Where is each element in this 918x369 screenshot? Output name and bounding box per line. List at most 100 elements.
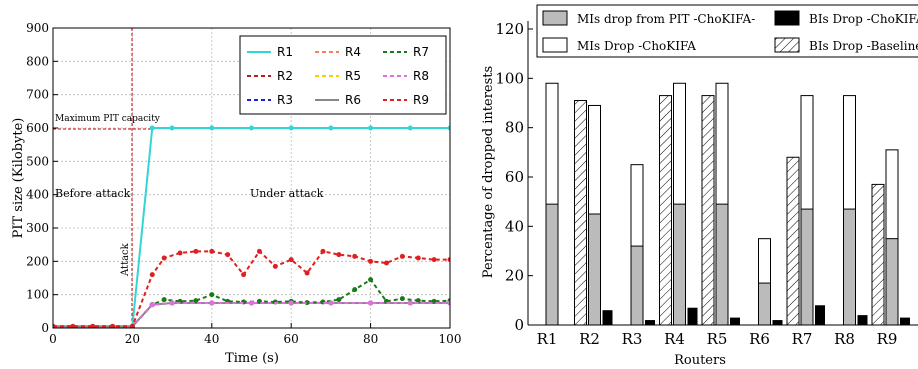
before-attack-label: Before attack bbox=[55, 187, 131, 200]
data-point-r7 bbox=[352, 287, 358, 293]
series-line-r5 bbox=[53, 302, 450, 328]
bar-mis-drop-from-pit bbox=[800, 208, 814, 326]
bar-mis-drop-from-pit bbox=[843, 208, 856, 326]
y-axis-label: Percentage of dropped interests bbox=[481, 66, 496, 278]
series-line-r9 bbox=[53, 249, 450, 328]
bar-bis-drop-chokifa bbox=[900, 317, 910, 325]
legend-swatch bbox=[774, 10, 800, 26]
data-point-r7 bbox=[431, 298, 437, 304]
y-tick-label: 100 bbox=[495, 69, 524, 87]
pit-size-chart: 0 20 40 60 80 100 0 100 200 300 400 500 600 700 800 900… bbox=[11, 21, 461, 366]
data-point-r8 bbox=[249, 300, 254, 306]
bars: R1 R2 R3 R4 R5 R6 R7 R8 R9 bbox=[537, 82, 910, 348]
series-line-r6 bbox=[53, 302, 450, 328]
data-point-r9 bbox=[447, 257, 450, 263]
x-tick-label: R7 bbox=[792, 330, 813, 348]
data-point-r1 bbox=[169, 125, 175, 131]
dropped-interests-chart: 0 20 40 60 80 100 120 R1 R2 R3 R4 R5 R6 R7 R8 R9 Route… bbox=[481, 4, 918, 368]
x-tick-label: 80 bbox=[363, 332, 378, 346]
x-tick-label: 60 bbox=[284, 332, 299, 346]
data-point-r1 bbox=[288, 125, 294, 131]
y-tick-label: 60 bbox=[505, 168, 524, 186]
legend-label: BIs Drop -Baseline bbox=[809, 39, 918, 53]
legend-label-r9: R9 bbox=[413, 93, 429, 107]
data-point-r9 bbox=[225, 252, 231, 258]
data-point-r9 bbox=[288, 257, 294, 263]
x-tick-label: R8 bbox=[834, 330, 855, 348]
x-tick-label: R3 bbox=[622, 330, 643, 348]
x-tick-label: 0 bbox=[49, 332, 57, 346]
bar-bis-drop-chokifa bbox=[730, 317, 740, 325]
bar-bis-drop-chokifa bbox=[857, 315, 868, 325]
data-point-r9 bbox=[352, 253, 358, 259]
x-tick-label: 20 bbox=[125, 332, 140, 346]
data-point-r9 bbox=[241, 272, 247, 278]
attack-label: Attack bbox=[120, 242, 131, 277]
data-point-r7 bbox=[399, 296, 405, 302]
series-line-r2 bbox=[53, 302, 450, 328]
data-point-r8 bbox=[288, 300, 294, 306]
bar-bis-drop-baseline bbox=[701, 95, 715, 326]
legend-label-r5: R5 bbox=[345, 69, 361, 83]
series-line-r8 bbox=[53, 302, 450, 328]
y-tick-label: 0 bbox=[514, 316, 524, 334]
legend-label: BIs Drop -ChoKIFA bbox=[809, 12, 918, 26]
bar-bis-drop-chokifa bbox=[815, 305, 825, 325]
bar-bis-drop-chokifa bbox=[687, 307, 698, 325]
data-point-r9 bbox=[149, 272, 155, 278]
x-tick-label: 100 bbox=[439, 332, 462, 346]
bar-mis-drop-from-pit bbox=[715, 203, 729, 326]
data-point-r1 bbox=[149, 125, 155, 131]
data-point-r9 bbox=[209, 248, 215, 254]
y-tick-label: 100 bbox=[26, 288, 49, 302]
data-point-r1 bbox=[328, 125, 334, 131]
data-point-r8 bbox=[368, 300, 374, 306]
y-tick-label: 40 bbox=[505, 217, 524, 235]
y-tick-label: 200 bbox=[26, 254, 49, 268]
data-point-r9 bbox=[177, 250, 183, 256]
data-point-r9 bbox=[415, 255, 421, 261]
data-point-r1 bbox=[368, 125, 374, 131]
x-tick-label: R2 bbox=[579, 330, 600, 348]
bar-bis-drop-baseline bbox=[574, 100, 587, 326]
data-point-r8 bbox=[328, 300, 334, 306]
series-line-r3 bbox=[53, 302, 450, 328]
data-point-r9 bbox=[90, 323, 96, 328]
x-tick-label: 40 bbox=[204, 332, 219, 346]
y-tick-label: 600 bbox=[26, 121, 49, 135]
plot-frame bbox=[52, 27, 451, 329]
series-line-r4 bbox=[53, 302, 450, 328]
x-tick-label: R6 bbox=[749, 330, 770, 348]
data-point-r9 bbox=[336, 252, 342, 258]
data-point-r9 bbox=[399, 253, 405, 259]
legend-label-r3: R3 bbox=[277, 93, 293, 107]
x-axis-label: Routers bbox=[674, 353, 726, 368]
y-tick-label: 300 bbox=[26, 221, 49, 235]
data-point-r9 bbox=[256, 248, 262, 254]
data-point-r8 bbox=[209, 300, 215, 306]
legend-label-r7: R7 bbox=[413, 45, 429, 59]
y-tick-label: 80 bbox=[505, 119, 524, 137]
x-tick-label: R4 bbox=[664, 330, 685, 348]
data-point-r8 bbox=[407, 300, 413, 306]
data-point-r9 bbox=[383, 260, 389, 266]
bar-mis-drop-from-pit bbox=[588, 213, 601, 326]
x-tick-label: R1 bbox=[537, 330, 558, 348]
data-point-r1 bbox=[447, 125, 450, 131]
legend-swatch bbox=[774, 37, 800, 53]
bar-bis-drop-baseline bbox=[871, 183, 885, 326]
bar-mis-drop-from-pit bbox=[630, 245, 644, 326]
legend-label: MIs Drop -ChoKIFA bbox=[577, 39, 696, 53]
legend-swatch bbox=[542, 37, 568, 53]
data-point-r1 bbox=[407, 125, 413, 131]
data-point-r9 bbox=[161, 255, 167, 261]
data-point-r7 bbox=[368, 277, 374, 283]
bar-bis-drop-chokifa bbox=[772, 320, 783, 325]
y-tick-label: 120 bbox=[495, 20, 524, 38]
data-point-r7 bbox=[415, 298, 421, 304]
x-tick-label: R9 bbox=[877, 330, 898, 348]
data-point-r9 bbox=[431, 257, 437, 263]
bar-bis-drop-baseline bbox=[659, 95, 672, 326]
legend: MIs drop from PIT -ChoKIFA- BIs Drop -Cho… bbox=[536, 4, 918, 58]
